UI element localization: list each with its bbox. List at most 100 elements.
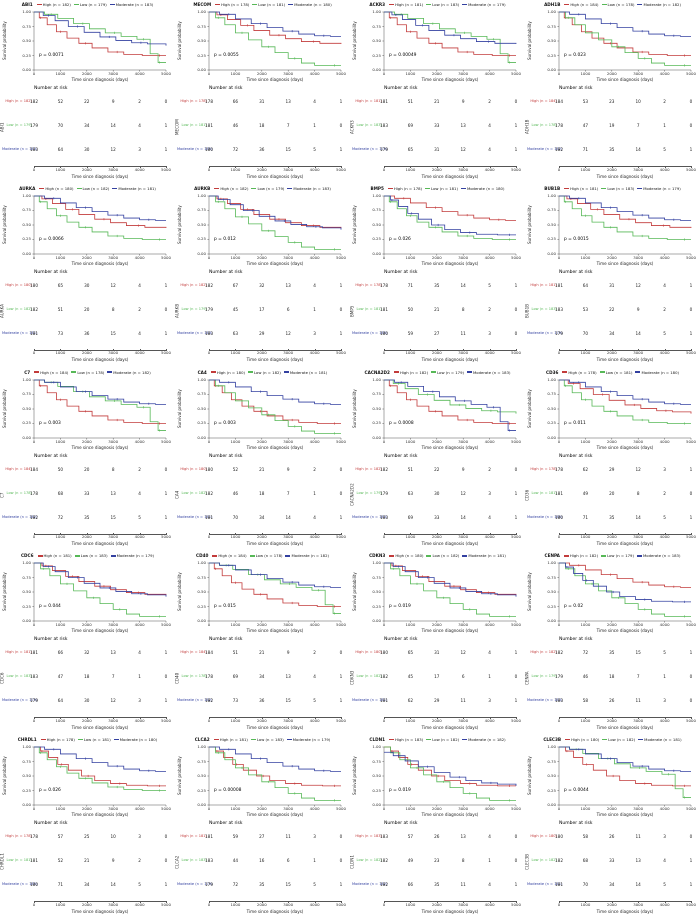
- x-tick-label: 5000: [686, 622, 696, 628]
- x-tick-label: 4000: [134, 438, 145, 444]
- axis-tick: [638, 716, 639, 719]
- risk-row-label-high: High (n = 182): [355, 466, 382, 471]
- risk-count: 70: [232, 514, 239, 520]
- p-value: p = 0.019: [389, 604, 411, 610]
- axis-tick: [60, 349, 61, 352]
- x-tick-label: 0: [557, 622, 561, 628]
- y-tick-label: 1.00: [372, 376, 381, 382]
- x-tick-label: 0: [207, 349, 211, 356]
- risk-count: 14: [635, 147, 641, 152]
- risk-count: 178: [30, 834, 38, 840]
- x-tick-label: 2000: [606, 165, 617, 172]
- plot-axes: [558, 747, 691, 806]
- legend-label-moderate: Moderate (n = 179): [643, 185, 681, 191]
- gene-title: BMP5: [370, 185, 384, 191]
- risk-row-label-high: High (n = 178): [355, 282, 382, 287]
- risk-count: 33: [434, 514, 440, 520]
- x-tick-label: 4000: [659, 533, 670, 540]
- x-tick-label: 0: [207, 254, 211, 260]
- axis-tick: [410, 533, 411, 536]
- risk-count: 14: [635, 882, 641, 888]
- x-tick-label: 3000: [283, 533, 294, 540]
- risk-count: 25: [84, 834, 90, 840]
- legend-entry-low: Low (n = 182): [76, 186, 109, 191]
- plot-axes: [558, 12, 691, 71]
- risk-count: 3: [663, 834, 666, 840]
- legend-entry-moderate: Moderate (n = 182): [637, 2, 681, 7]
- legend-marker-moderate-icon: [285, 555, 291, 557]
- x-axis-label: Time since diagnosis (days): [71, 628, 129, 634]
- gene-side-label: ACKR3: [350, 120, 355, 134]
- gene-title: ACKR3: [369, 2, 386, 7]
- risk-axis-label: Time since diagnosis (days): [71, 541, 129, 547]
- risk-count: 180: [380, 650, 388, 656]
- risk-count: 180: [555, 834, 563, 840]
- risk-table-header: Number at risk: [34, 269, 68, 275]
- y-axis-label: Survival probability: [2, 573, 7, 612]
- panel-legend: CA4 High (n = 180) Low (n = 182) Moderat…: [175, 370, 350, 375]
- risk-row-label-high: High (n = 184): [530, 99, 557, 103]
- x-axis-label: Time since diagnosis (days): [596, 260, 654, 266]
- risk-row-label-low: Low (n = 178): [181, 674, 207, 679]
- axis-tick: [261, 533, 263, 536]
- risk-row-label-high: High (n = 180): [5, 282, 32, 287]
- survival-curve-moderate: [209, 11, 341, 37]
- risk-axis-line: [559, 349, 691, 351]
- legend-marker-moderate-icon: [462, 3, 468, 6]
- risk-count: 26: [609, 698, 615, 704]
- survival-curve-low: [34, 379, 166, 431]
- x-tick-label: 3000: [633, 71, 644, 76]
- risk-count: 21: [434, 306, 440, 312]
- x-axis-tick-labels: 0 1000 2000 3000 4000 5000: [350, 439, 525, 446]
- risk-count: 71: [582, 514, 589, 520]
- x-tick-label: 0: [557, 71, 561, 76]
- axis-tick: [60, 533, 61, 536]
- x-tick-label: 4000: [484, 900, 495, 907]
- risk-count: 4: [663, 282, 666, 288]
- p-value: p = 0.003: [214, 420, 236, 426]
- panel-legend: CACNA2D2 High (n = 182) Low (n = 179) Mo…: [350, 370, 525, 375]
- axis-tick: [235, 165, 236, 168]
- legend-label-low: Low (n = 182): [432, 737, 460, 743]
- x-tick-label: 3000: [283, 716, 294, 723]
- y-tick-label: 0.75: [547, 23, 556, 29]
- risk-count: 1: [313, 490, 316, 496]
- risk-row-label-moderate: Moderate (n = 179): [527, 330, 563, 335]
- risk-count: 15: [110, 330, 116, 336]
- axis-tick: [664, 349, 666, 352]
- x-tick-label: 2000: [256, 349, 267, 356]
- legend-marker-low-icon: [601, 555, 607, 557]
- risk-count: 21: [434, 99, 440, 104]
- risk-count: 35: [609, 147, 615, 152]
- legend-label-moderate: Moderate (n = 181): [118, 185, 156, 191]
- risk-row-label-moderate: Moderate (n = 180): [352, 330, 388, 335]
- risk-row-label-moderate: Moderate (n = 179): [2, 698, 38, 703]
- km-panel: ACKR3 High (n = 181) Low (n = 183) Moder…: [350, 0, 525, 184]
- p-value: p = 0.02: [564, 604, 584, 610]
- p-value: p = 0.0044: [564, 788, 589, 794]
- risk-axis-tick-labels: 0 1000 2000 3000 4000 5000: [350, 165, 525, 174]
- gene-side-label: C7: [0, 491, 5, 498]
- risk-count: 184: [555, 99, 563, 104]
- risk-count: 3: [138, 147, 141, 152]
- x-tick-label: 4000: [309, 165, 320, 172]
- y-tick-label: 0.00: [372, 618, 381, 624]
- y-tick-label: 0.25: [547, 236, 556, 242]
- x-tick-label: 5000: [686, 716, 696, 723]
- y-axis-tick-labels: 1.00 0.75 0.50 0.25 0.00: [195, 561, 207, 623]
- survival-curve-high: [209, 746, 341, 787]
- x-tick-label: 5000: [336, 716, 346, 723]
- risk-count: 26: [434, 834, 440, 840]
- survival-curve-high: [384, 746, 516, 787]
- panel-legend: CLEC3B High (n = 180) Low (n = 182) Mode…: [525, 737, 700, 742]
- gene-title: CLCA2: [194, 737, 210, 743]
- x-axis-tick-labels: 0 1000 2000 3000 4000 5000: [525, 807, 700, 813]
- risk-axis-tick-labels: 0 1000 2000 3000 4000 5000: [0, 349, 175, 357]
- risk-count: 0: [689, 99, 693, 104]
- legend-label-low: Low (n = 183): [432, 2, 460, 7]
- legend-label-low: Low (n = 179): [607, 553, 634, 559]
- gene-side-label: BMP5: [350, 305, 355, 317]
- y-axis-label: Survival probability: [177, 389, 182, 428]
- axis-tick: [113, 900, 114, 903]
- risk-row-label-low: Low (n = 183): [531, 306, 557, 311]
